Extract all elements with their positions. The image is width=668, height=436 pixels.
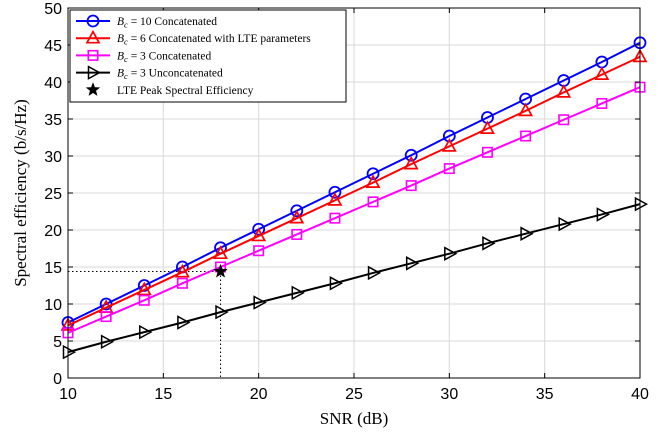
- y-tick-label: 40: [44, 75, 62, 92]
- data-point: [367, 265, 382, 281]
- data-point: [403, 155, 419, 170]
- y-tick-label: 20: [44, 223, 62, 240]
- legend-box: [69, 9, 347, 103]
- data-point: [100, 334, 115, 350]
- data-point: [138, 294, 150, 306]
- data-point: [100, 311, 112, 323]
- legend: Bc = 10 Concatenated Bc = 6 Concatenated …: [69, 9, 347, 103]
- series-4: [62, 196, 649, 360]
- y-tick-label: 30: [44, 149, 62, 166]
- data-point: [634, 196, 649, 212]
- legend-label: Bc = 10 Concatenated: [117, 16, 217, 30]
- data-point: [518, 102, 534, 117]
- data-point: [99, 297, 113, 311]
- y-tick-label: 25: [44, 186, 62, 203]
- y-tick-label: 45: [44, 38, 62, 55]
- y-tick-label: 0: [53, 371, 62, 388]
- legend-label: Bc = 6 Concatenated with LTE parameters: [117, 33, 311, 47]
- x-tick-label: 25: [345, 386, 363, 403]
- data-point: [594, 66, 610, 80]
- data-point: [405, 256, 420, 271]
- data-series: [60, 36, 649, 360]
- data-point: [365, 174, 381, 188]
- data-point: [176, 277, 188, 289]
- y-tick-label: 10: [44, 297, 62, 314]
- data-point: [443, 163, 455, 175]
- legend-item: Bc = 3 Unconcatenated: [76, 65, 223, 82]
- data-point: [480, 120, 495, 134]
- data-point: [520, 226, 534, 241]
- peak-point-marker: [213, 263, 228, 278]
- y-tick-label: 50: [44, 1, 62, 18]
- data-point: [252, 222, 266, 236]
- data-point: [215, 304, 229, 320]
- peak-guide-lines: [68, 270, 222, 378]
- data-point: [441, 138, 457, 152]
- series-line: [67, 203, 641, 354]
- x-tick-label: 15: [154, 386, 172, 403]
- legend-item: Bc = 3 Concatenated: [76, 49, 212, 64]
- data-point: [329, 276, 343, 291]
- data-point: [328, 185, 342, 199]
- data-point: [177, 315, 191, 330]
- data-point: [482, 236, 496, 251]
- data-point: [329, 212, 341, 224]
- legend-label: LTE Peak Spectral Efficiency: [117, 85, 254, 97]
- data-point: [596, 207, 610, 222]
- data-point: [520, 130, 532, 142]
- data-point: [367, 196, 379, 208]
- axis-ticks: 10 15 20 25 30 35 40 0 5 10 15 20 25 30 35 40 45 50: [44, 1, 649, 403]
- data-point: [136, 281, 152, 296]
- x-tick-label: 30: [440, 386, 458, 403]
- series-line: [67, 41, 641, 324]
- legend-item: Bc = 10 Concatenated: [76, 14, 217, 30]
- grid-lines: [68, 8, 640, 378]
- data-point: [481, 146, 493, 158]
- data-point: [291, 285, 305, 301]
- series-line: [67, 55, 641, 327]
- y-tick-label: 15: [44, 260, 62, 277]
- data-point: [291, 228, 303, 240]
- data-point: [558, 216, 572, 232]
- legend-item: Bc = 6 Concatenated with LTE parameters: [76, 29, 311, 47]
- data-point: [251, 227, 267, 242]
- legend-marker: [85, 82, 101, 97]
- legend-marker: [87, 49, 99, 61]
- data-point: [558, 114, 570, 126]
- legend-marker: [87, 65, 102, 80]
- data-point: [404, 148, 418, 162]
- legend-label: Bc = 3 Unconcatenated: [117, 68, 223, 82]
- data-point: [139, 324, 153, 340]
- x-tick-label: 20: [250, 386, 268, 403]
- data-point: [405, 180, 417, 192]
- y-tick-label: 5: [53, 334, 62, 351]
- data-point: [366, 167, 380, 181]
- data-point: [327, 192, 343, 206]
- data-point: [290, 204, 304, 218]
- x-tick-label: 35: [536, 386, 554, 403]
- series-line: [67, 86, 641, 334]
- x-tick-label: 40: [631, 386, 649, 403]
- data-point: [253, 295, 267, 310]
- y-axis-label: Spectral efficiency (b/s/Hz): [11, 99, 30, 287]
- y-tick-label: 35: [44, 112, 62, 129]
- x-tick-label: 10: [59, 386, 77, 403]
- legend-label: Bc = 3 Concatenated: [117, 50, 212, 64]
- data-point: [253, 245, 265, 257]
- data-point: [444, 246, 458, 261]
- legend-marker: [86, 14, 100, 28]
- x-axis-label: SNR (dB): [320, 409, 388, 428]
- series-2: [60, 48, 648, 331]
- data-point: [213, 245, 228, 260]
- legend-marker: [85, 29, 101, 44]
- data-point: [556, 84, 572, 98]
- data-point: [596, 97, 608, 109]
- data-point: [174, 263, 190, 278]
- data-point: [289, 209, 305, 224]
- data-point: [62, 344, 77, 360]
- legend-item: LTE Peak Spectral Efficiency: [85, 82, 254, 97]
